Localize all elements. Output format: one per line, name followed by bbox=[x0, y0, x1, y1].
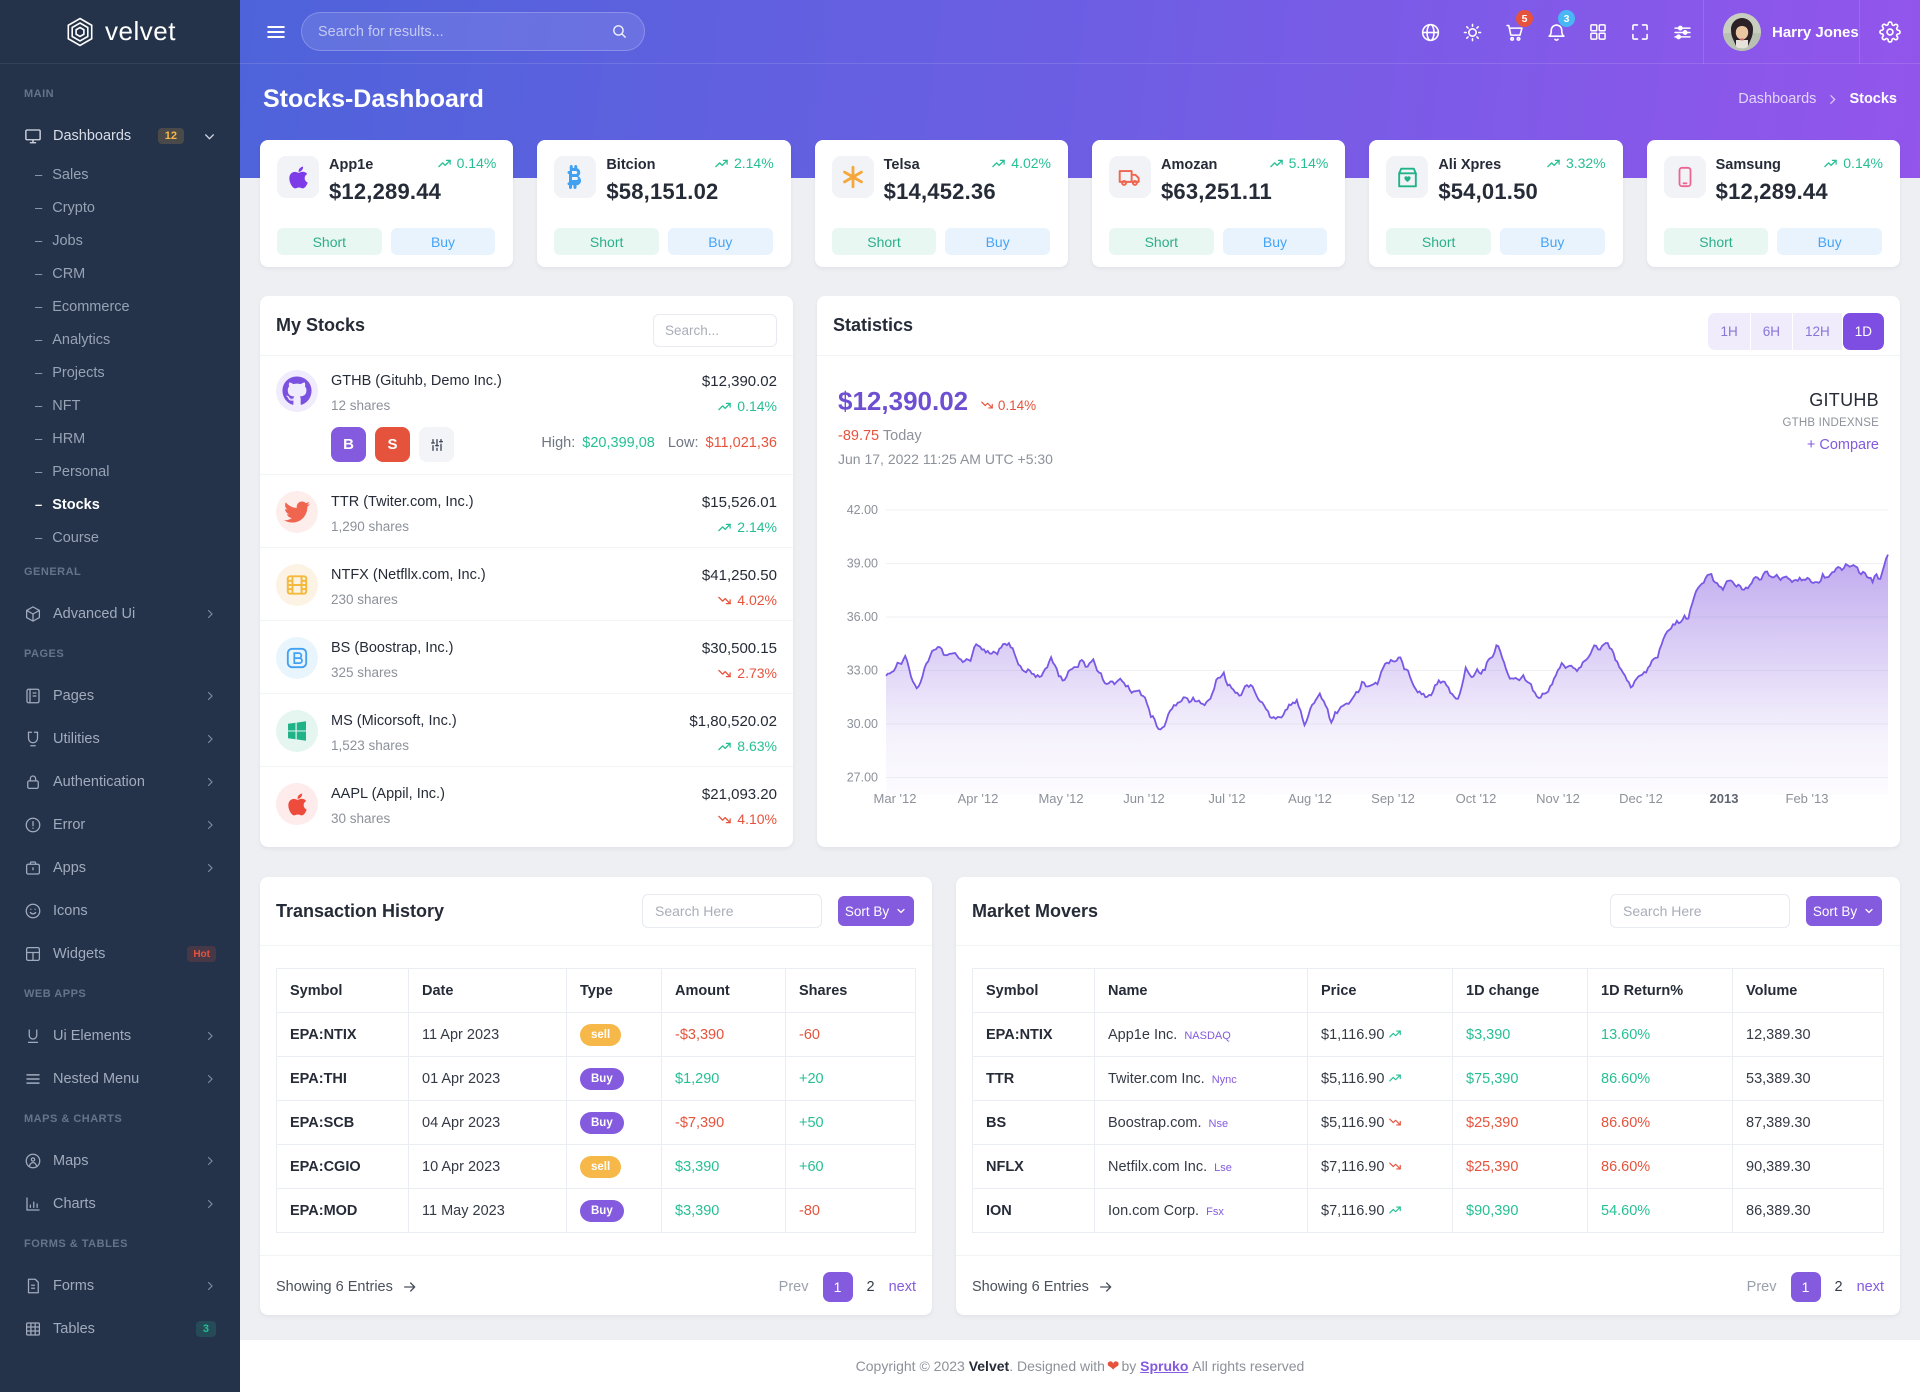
svg-text:Sep '12: Sep '12 bbox=[1371, 791, 1415, 806]
svg-text:Mar '12: Mar '12 bbox=[874, 791, 917, 806]
svg-text:Oct '12: Oct '12 bbox=[1456, 791, 1497, 806]
svg-text:30.00: 30.00 bbox=[847, 717, 878, 731]
svg-text:Dec '12: Dec '12 bbox=[1619, 791, 1663, 806]
svg-text:May '12: May '12 bbox=[1038, 791, 1083, 806]
svg-text:33.00: 33.00 bbox=[847, 664, 878, 678]
svg-text:Aug '12: Aug '12 bbox=[1288, 791, 1332, 806]
svg-text:Jul '12: Jul '12 bbox=[1208, 791, 1245, 806]
svg-text:Apr '12: Apr '12 bbox=[958, 791, 999, 806]
svg-text:Jun '12: Jun '12 bbox=[1123, 791, 1165, 806]
svg-text:Feb '13: Feb '13 bbox=[1786, 791, 1829, 806]
svg-text:42.00: 42.00 bbox=[847, 503, 878, 517]
svg-text:39.00: 39.00 bbox=[847, 557, 878, 571]
svg-text:27.00: 27.00 bbox=[847, 771, 878, 785]
svg-text:2013: 2013 bbox=[1710, 791, 1739, 806]
svg-text:36.00: 36.00 bbox=[847, 610, 878, 624]
svg-text:Nov '12: Nov '12 bbox=[1536, 791, 1580, 806]
